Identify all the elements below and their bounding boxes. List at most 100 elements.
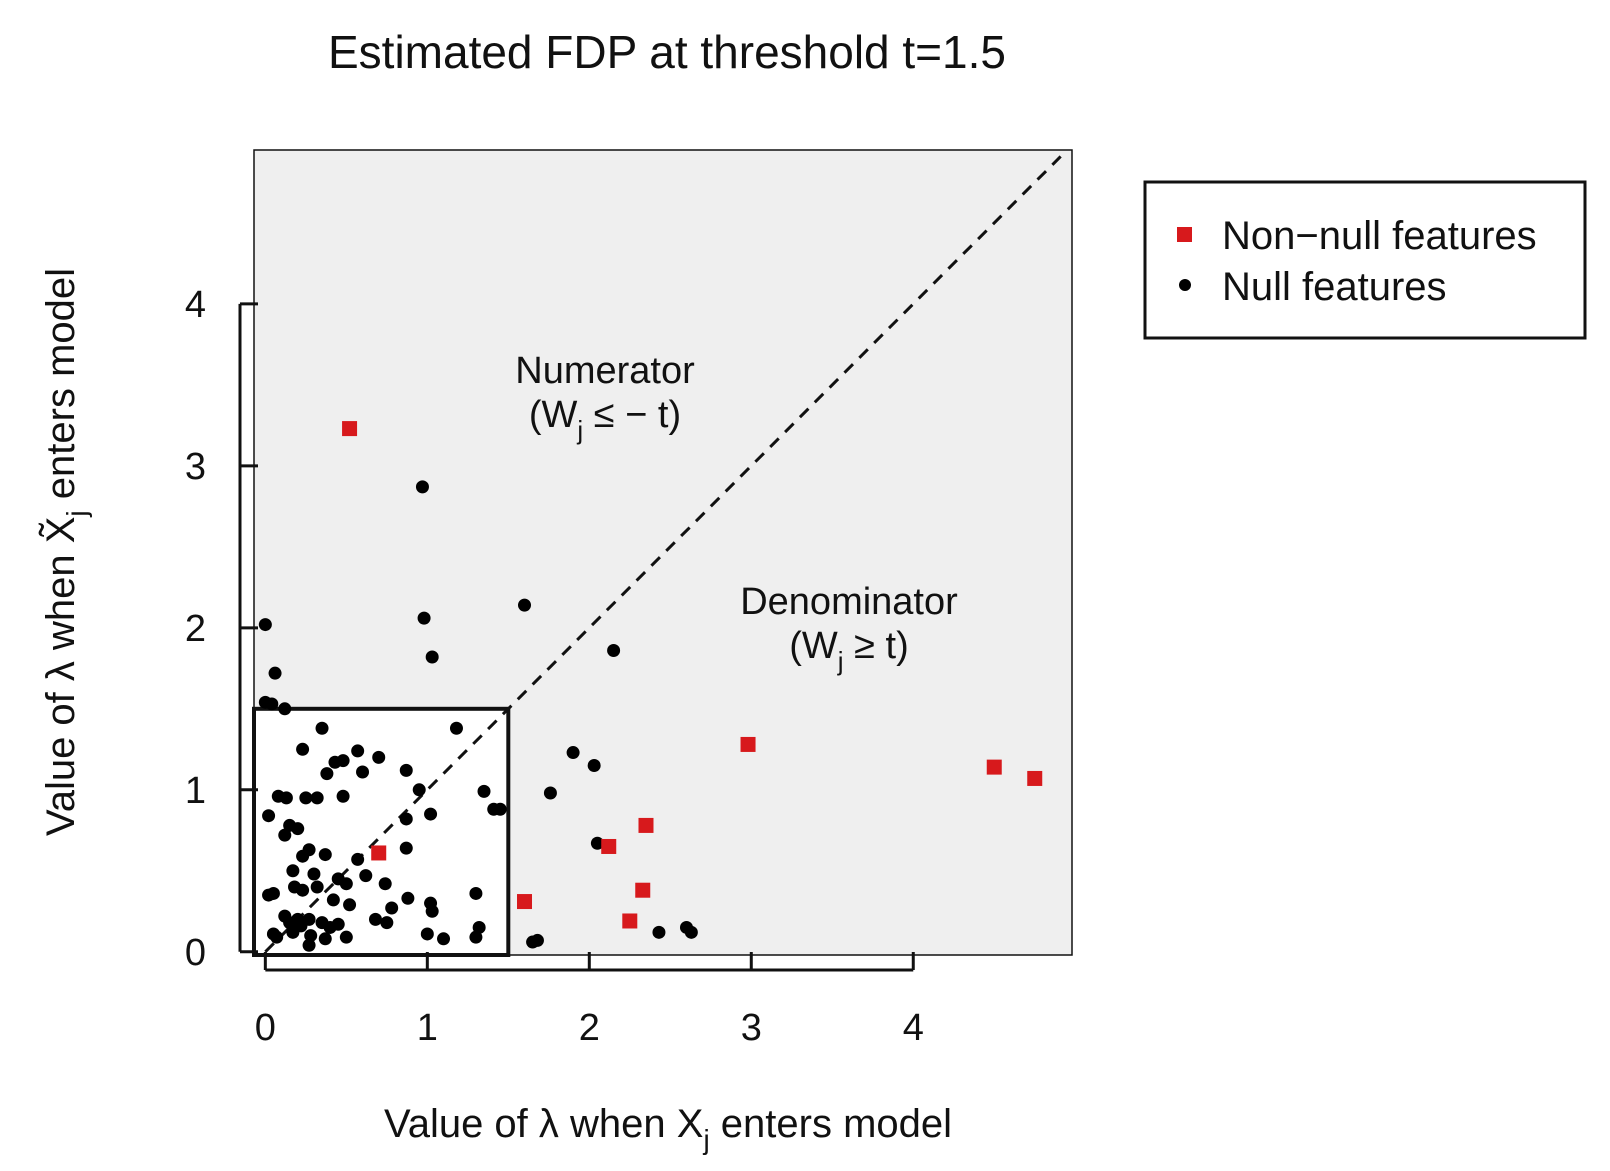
numerator-label: Numerator (515, 350, 695, 392)
nonnull-feature-point (638, 817, 654, 833)
y-tick-label: 0 (185, 932, 206, 974)
null-feature-point (518, 598, 532, 612)
null-feature-point (304, 929, 318, 943)
y-axis-label: Value of λ when X̃j enters model (38, 268, 92, 836)
null-feature-point (336, 789, 350, 803)
null-feature-point (399, 812, 413, 826)
null-feature-point (543, 786, 557, 800)
legend: Non−null features Null features (1143, 180, 1587, 340)
nonnull-feature-point (517, 894, 533, 910)
null-feature-point (286, 864, 300, 878)
null-feature-point (326, 893, 340, 907)
x-axis-label: Value of λ when Xj enters model (384, 1102, 952, 1155)
null-feature-point (296, 742, 310, 756)
null-feature-point (385, 901, 399, 915)
null-feature-point (258, 618, 272, 632)
null-feature-point (684, 925, 698, 939)
null-feature-point (351, 852, 365, 866)
null-feature-point (291, 822, 305, 836)
legend-null-label: Null features (1222, 265, 1447, 309)
null-feature-point (302, 912, 316, 926)
nonnull-feature-point (740, 736, 756, 752)
null-feature-point (566, 746, 580, 760)
null-feature-point (380, 916, 394, 930)
null-feature-point (530, 933, 544, 947)
null-feature-point (401, 891, 415, 905)
nonnull-feature-point (601, 838, 617, 854)
nonnull-feature-point (986, 759, 1002, 775)
null-feature-point (425, 904, 439, 918)
null-feature-point (315, 721, 329, 735)
axis-ticks: 0 1 2 3 4 0 1 2 3 4 (185, 284, 924, 1049)
null-feature-point (339, 877, 353, 891)
null-feature-point (318, 932, 332, 946)
null-feature-point (424, 807, 438, 821)
null-feature-point (268, 666, 282, 680)
y-tick-label: 4 (185, 284, 206, 326)
numerator-condition: (Wj ≤ − t) (529, 394, 681, 445)
data-points (258, 421, 1043, 952)
null-feature-point (302, 843, 316, 857)
null-feature-point (307, 867, 321, 881)
null-feature-point (310, 880, 324, 894)
nonnull-feature-point (622, 913, 638, 929)
null-feature-point (262, 809, 276, 823)
null-feature-point (399, 763, 413, 777)
x-tick-label: 3 (741, 1007, 762, 1049)
null-feature-point (493, 802, 507, 816)
null-feature-point (477, 784, 491, 798)
null-feature-point (415, 480, 429, 494)
legend-nonnull-label: Non−null features (1222, 214, 1537, 258)
null-feature-point (299, 791, 313, 805)
null-feature-point (356, 765, 370, 779)
legend-null-marker (1179, 279, 1191, 291)
null-feature-point (607, 643, 621, 657)
null-feature-point (302, 938, 316, 952)
null-feature-point (343, 898, 357, 912)
null-feature-point (270, 930, 284, 944)
null-feature-point (378, 877, 392, 891)
legend-nonnull-marker (1177, 227, 1192, 242)
chart-title: Estimated FDP at threshold t=1.5 (328, 26, 1006, 78)
null-feature-point (331, 917, 345, 931)
null-feature-point (318, 848, 332, 862)
y-tick-label: 3 (185, 446, 206, 488)
x-tick-label: 4 (903, 1007, 924, 1049)
denominator-condition: (Wj ≥ t) (789, 625, 909, 676)
null-feature-point (368, 912, 382, 926)
null-feature-point (296, 883, 310, 897)
x-tick-label: 2 (579, 1007, 600, 1049)
null-feature-point (372, 750, 386, 764)
nonnull-feature-point (342, 421, 358, 437)
null-feature-point (469, 886, 483, 900)
null-feature-point (590, 836, 604, 850)
null-feature-point (420, 927, 434, 941)
x-tick-label: 0 (255, 1007, 276, 1049)
null-feature-point (278, 702, 292, 716)
null-feature-point (351, 744, 365, 758)
null-feature-point (437, 932, 451, 946)
null-feature-point (339, 930, 353, 944)
null-feature-point (417, 611, 431, 625)
null-feature-point (412, 783, 426, 797)
null-feature-point (278, 828, 292, 842)
y-tick-label: 1 (185, 770, 206, 812)
null-feature-point (336, 754, 350, 768)
null-feature-point (265, 697, 279, 711)
null-feature-point (359, 869, 373, 883)
null-feature-point (279, 791, 293, 805)
null-feature-point (469, 930, 483, 944)
nonnull-feature-point (635, 882, 651, 898)
null-feature-point (652, 925, 666, 939)
nonnull-feature-point (1027, 770, 1043, 786)
null-feature-point (310, 791, 324, 805)
x-tick-label: 1 (417, 1007, 438, 1049)
null-feature-point (399, 841, 413, 855)
null-feature-point (262, 888, 276, 902)
null-feature-point (425, 650, 439, 664)
nonnull-feature-point (371, 845, 387, 861)
null-feature-point (320, 767, 334, 781)
null-feature-point (587, 758, 601, 772)
